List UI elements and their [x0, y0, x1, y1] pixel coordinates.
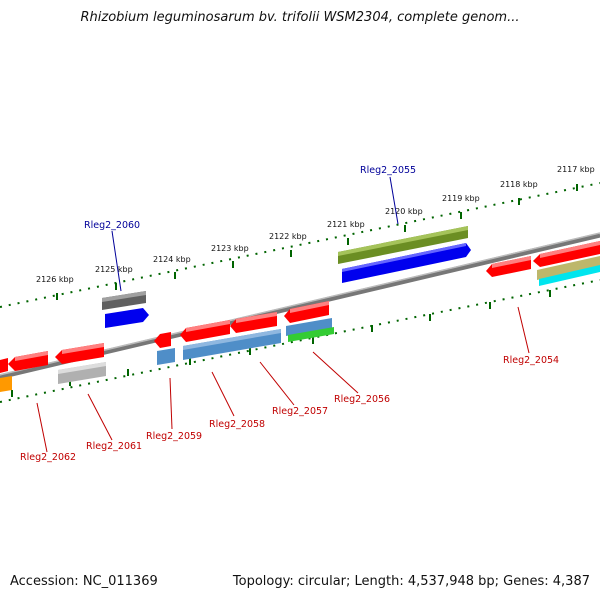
genome-backbone-highlight: [0, 232, 600, 376]
kbp-label: 2121 kbp: [327, 220, 365, 229]
feature-orange-edge[interactable]: [0, 376, 12, 392]
feature-rleg2-2057-top: [236, 312, 277, 323]
feature-rleg2-2055-top: [338, 226, 468, 256]
kbp-label: 2122 kbp: [269, 232, 307, 241]
gene-label-rleg2-2056[interactable]: Rleg2_2056: [334, 394, 390, 405]
gene-label-rleg2-2062[interactable]: Rleg2_2062: [20, 452, 76, 463]
gene-label-rleg2-2054[interactable]: Rleg2_2054: [503, 355, 559, 366]
feature-rleg2-2059[interactable]: [154, 332, 171, 348]
feature-blue-small[interactable]: [105, 308, 149, 328]
gene-label-rleg2-2061[interactable]: Rleg2_2061: [86, 441, 142, 452]
feature-rleg2-2058-top: [186, 320, 230, 332]
label-leaders: [36, 176, 530, 453]
feature-rleg2-2056-blue[interactable]: [286, 318, 332, 336]
feature-rleg2-2054-top: [492, 256, 531, 268]
forward-scale-dots: [0, 182, 600, 308]
kbp-label: 2120 kbp: [385, 207, 423, 216]
forward-scale-ticks: [56, 184, 578, 300]
feature-blue-cds[interactable]: [342, 243, 471, 283]
kbp-labels: 2126 kbp 2125 kbp 2124 kbp 2123 kbp 2122…: [36, 165, 595, 284]
kbp-label: 2125 kbp: [95, 265, 133, 274]
kbp-label: 2126 kbp: [36, 275, 74, 284]
forward-features: [102, 226, 600, 328]
feature-blue-cds-top: [342, 243, 466, 272]
feature-rleg2-2058-blue-top: [183, 329, 281, 350]
kbp-label: 2118 kbp: [500, 180, 538, 189]
gene-labels: Rleg2_2060 Rleg2_2055 Rleg2_2062 Rleg2_2…: [20, 165, 559, 463]
gene-label-rleg2-2058[interactable]: Rleg2_2058: [209, 419, 265, 430]
feature-rleg2-2062-top: [15, 351, 48, 361]
feature-rleg2-2056-top: [290, 301, 329, 313]
reverse-scale-dots: [0, 279, 600, 403]
footer-stats: Topology: circular; Length: 4,537,948 bp…: [232, 574, 590, 589]
gene-label-rleg2-2059[interactable]: Rleg2_2059: [146, 431, 202, 442]
gene-label-rleg2-2060[interactable]: Rleg2_2060: [84, 220, 140, 231]
kbp-label: 2119 kbp: [442, 194, 480, 203]
reverse-features: [0, 241, 600, 392]
feature-tan[interactable]: [537, 256, 600, 280]
feature-rleg2-2060-top: [102, 291, 146, 302]
kbp-label: 2117 kbp: [557, 165, 595, 174]
kbp-label: 2124 kbp: [153, 255, 191, 264]
map-title: Rhizobium leguminosarum bv. trifolii WSM…: [80, 10, 520, 25]
feature-cyan[interactable]: [539, 265, 600, 286]
feature-rleg2-2061-gray-top: [58, 362, 106, 374]
feature-rleg2-2059-blue[interactable]: [157, 348, 175, 365]
reverse-scale-ticks: [11, 290, 551, 397]
feature-red-right-top: [540, 241, 600, 258]
gene-label-rleg2-2057[interactable]: Rleg2_2057: [272, 406, 328, 417]
feature-red-edge[interactable]: [0, 358, 8, 373]
footer-accession: Accession: NC_011369: [10, 574, 158, 589]
gene-label-rleg2-2055[interactable]: Rleg2_2055: [360, 165, 416, 176]
feature-rleg2-2061-top: [62, 343, 104, 354]
feature-rleg2-2056-green[interactable]: [288, 327, 334, 342]
kbp-label: 2123 kbp: [211, 244, 249, 253]
